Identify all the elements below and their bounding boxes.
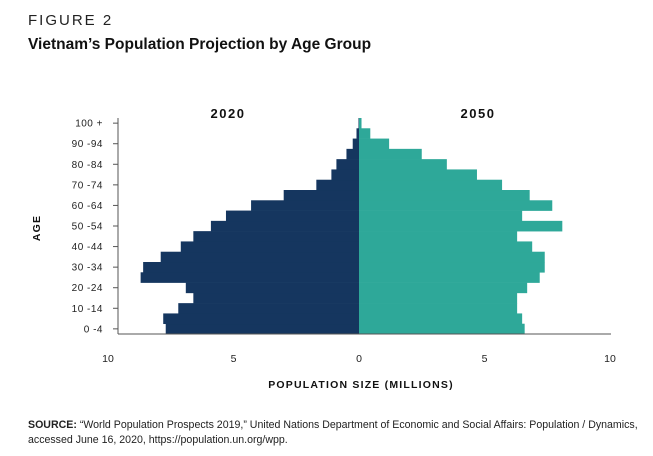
- y-tick-label: 70 -74: [72, 180, 103, 191]
- bar-2050-60-64: [359, 200, 553, 211]
- chart-labels: 0 -4 10 -14 20 -24 30 -34 40 -44 50 -54 60 -64…: [31, 106, 616, 391]
- bar-2020-5-9: [163, 313, 359, 325]
- x-tick-label: 0: [356, 353, 362, 365]
- y-tick-label: 10 -14: [72, 304, 103, 315]
- bar-2050-5-9: [359, 313, 523, 325]
- bar-2050-95-99: [359, 128, 371, 139]
- x-tick-label: 10: [604, 353, 616, 365]
- series-label-2020: 2020: [211, 106, 246, 121]
- y-tick-label: 100 +: [75, 119, 103, 130]
- y-tick-label: 20 -24: [72, 283, 103, 294]
- bar-2020-90-94: [352, 138, 359, 150]
- bar-2020-100+: [358, 118, 359, 129]
- y-tick-label: 50 -54: [72, 222, 103, 233]
- bar-2020-20-24: [185, 282, 359, 294]
- bar-2020-0-4: [165, 323, 359, 335]
- axes: [113, 118, 611, 335]
- bar-2020-40-44: [180, 241, 359, 253]
- bar-2050-50-54: [359, 220, 563, 232]
- bar-2020-95-99: [356, 128, 359, 139]
- bar-2020-30-34: [143, 262, 359, 273]
- bars-2020: [140, 118, 359, 335]
- bar-2020-35-39: [160, 251, 359, 263]
- bar-2020-10-14: [178, 303, 359, 314]
- bar-2020-75-79: [331, 169, 359, 181]
- bar-2050-25-29: [359, 272, 540, 283]
- bar-2020-25-29: [140, 272, 359, 283]
- bar-2020-55-59: [225, 210, 359, 222]
- bar-2020-60-64: [251, 200, 359, 211]
- bar-2050-40-44: [359, 241, 533, 253]
- bar-2050-35-39: [359, 251, 545, 263]
- bar-2020-65-69: [283, 190, 359, 201]
- bar-2020-80-84: [336, 159, 359, 170]
- bar-2020-15-19: [193, 292, 359, 304]
- bar-2020-70-74: [316, 179, 359, 191]
- bar-2050-85-89: [359, 148, 422, 160]
- source-label: SOURCE:: [28, 419, 77, 431]
- y-tick-label: 0 -4: [84, 324, 103, 335]
- bar-2050-55-59: [359, 210, 523, 222]
- x-tick-label: 5: [231, 353, 237, 365]
- source-note: SOURCE: “World Population Prospects 2019…: [28, 418, 638, 448]
- figure-title: Vietnam’s Population Projection by Age G…: [28, 36, 372, 53]
- y-tick-label: 40 -44: [72, 242, 103, 253]
- bar-2050-100+: [359, 118, 362, 129]
- bar-2020-50-54: [210, 220, 359, 232]
- population-pyramid-chart: 0 -4 10 -14 20 -24 30 -34 40 -44 50 -54 60 -64…: [31, 106, 616, 391]
- bar-2050-70-74: [359, 179, 503, 191]
- bar-2050-45-49: [359, 231, 518, 242]
- y-tick-label: 30 -34: [72, 263, 103, 274]
- x-tick-label: 10: [102, 353, 114, 365]
- y-tick-label: 90 -94: [72, 139, 103, 150]
- series-label-2050: 2050: [461, 106, 496, 121]
- x-axis-title: POPULATION SIZE (MILLIONS): [268, 379, 454, 391]
- bars-2050: [359, 118, 563, 335]
- bar-2050-0-4: [359, 323, 525, 335]
- y-tick-label: 80 -84: [72, 160, 103, 171]
- bar-2050-10-14: [359, 303, 518, 314]
- source-text: “World Population Prospects 2019,” Unite…: [28, 419, 638, 446]
- bar-2050-65-69: [359, 190, 530, 201]
- bar-2050-90-94: [359, 138, 390, 150]
- bar-2020-85-89: [346, 148, 359, 160]
- y-tick-label: 60 -64: [72, 201, 103, 212]
- figure-label: FIGURE 2: [28, 12, 114, 29]
- x-tick-label: 5: [482, 353, 488, 365]
- bar-2050-80-84: [359, 159, 447, 170]
- y-axis-title: AGE: [31, 215, 43, 241]
- bar-2050-75-79: [359, 169, 477, 181]
- bar-2050-15-19: [359, 292, 518, 304]
- bar-2050-30-34: [359, 262, 545, 273]
- bar-2050-20-24: [359, 282, 528, 294]
- bar-2020-45-49: [193, 231, 359, 242]
